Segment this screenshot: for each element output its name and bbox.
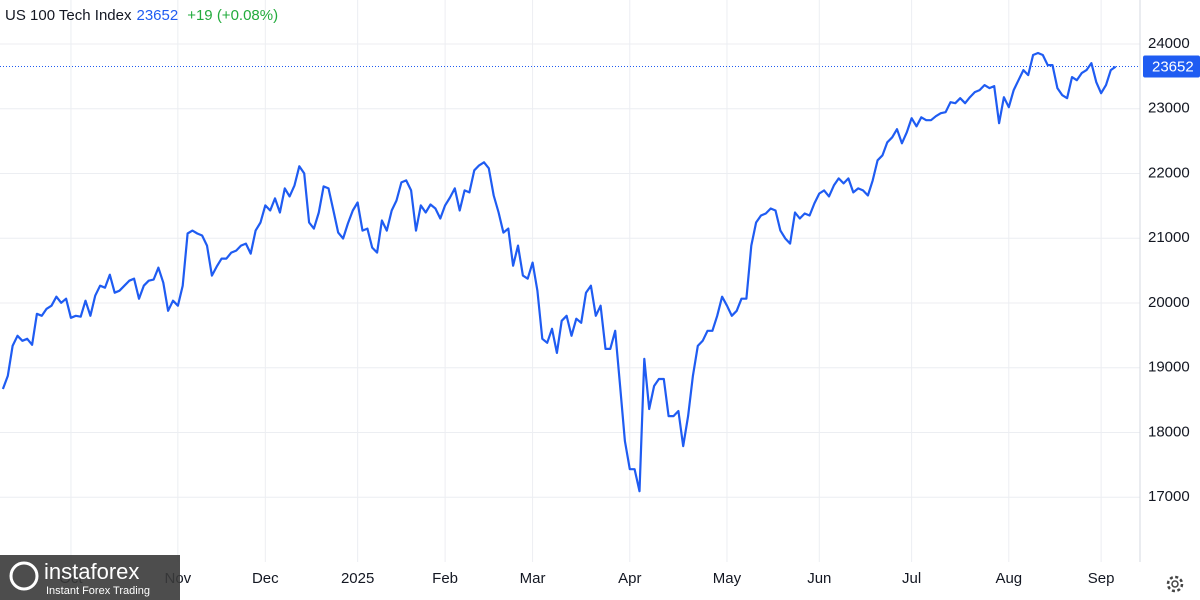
x-tick-label: Sep: [1088, 570, 1115, 587]
x-tick-label: Mar: [520, 570, 546, 587]
x-tick-label: 2025: [341, 570, 374, 587]
watermark-icon: [9, 561, 39, 591]
last-value-label: 23652: [1152, 59, 1194, 76]
y-tick-label: 22000: [1148, 164, 1190, 181]
watermark: instaforex Instant Forex Trading: [0, 555, 180, 600]
watermark-name: instaforex: [44, 559, 139, 584]
change: +19 (+0.08%): [187, 7, 278, 24]
plot: [0, 51, 1140, 493]
y-tick-label: 24000: [1148, 35, 1190, 52]
chart-title: US 100 Tech Index: [5, 7, 132, 24]
x-tick-label: Jun: [807, 570, 831, 587]
x-tick-label: Dec: [252, 570, 279, 587]
x-tick-label: Aug: [995, 570, 1022, 587]
y-tick-label: 20000: [1148, 294, 1190, 311]
watermark-tagline: Instant Forex Trading: [46, 585, 150, 597]
x-tick-label: Apr: [618, 570, 641, 587]
y-tick-label: 21000: [1148, 229, 1190, 246]
y-tick-label: 23000: [1148, 100, 1190, 117]
settings-icon[interactable]: [1166, 575, 1184, 593]
last-value: 23652: [136, 7, 178, 24]
y-tick-label: 18000: [1148, 423, 1190, 440]
line: [1, 51, 1117, 493]
grid: [0, 0, 1140, 562]
y-tick-label: 17000: [1148, 488, 1190, 505]
y-tick-label: 19000: [1148, 359, 1190, 376]
x-tick-label: Feb: [432, 570, 458, 587]
x-tick-label: Jul: [902, 570, 921, 587]
watermark-box: [0, 555, 180, 600]
x-tick-label: May: [713, 570, 742, 587]
last-value-badge: [1143, 55, 1200, 78]
